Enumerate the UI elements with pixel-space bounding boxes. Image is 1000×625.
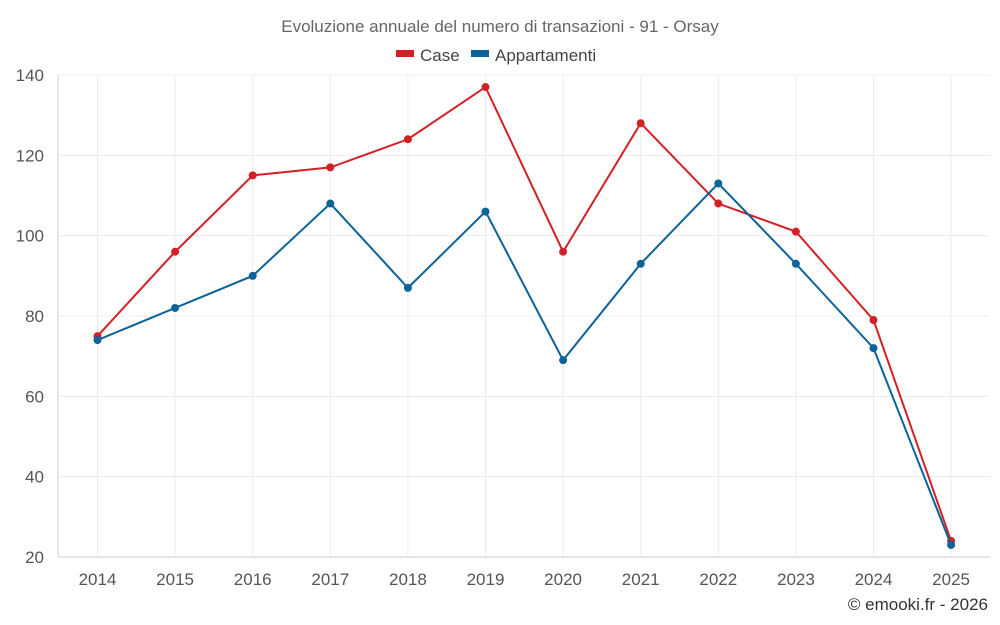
data-point-case[interactable] (714, 199, 723, 208)
data-point-appartamenti[interactable] (403, 283, 412, 292)
x-tick-label: 2019 (467, 570, 505, 589)
data-point-appartamenti[interactable] (248, 271, 257, 280)
x-tick-label: 2014 (79, 570, 117, 589)
x-tick-label: 2015 (156, 570, 194, 589)
y-tick-label: 40 (25, 468, 44, 487)
legend-label-appartamenti[interactable]: Appartamenti (495, 46, 596, 65)
x-tick-label: 2018 (389, 570, 427, 589)
x-axis: 2014 2015 2016 2017 2018 2019 2020 2021 2022 2023… (79, 570, 970, 589)
x-tick-label: 2022 (699, 570, 737, 589)
data-point-appartamenti[interactable] (171, 303, 180, 312)
data-point-appartamenti[interactable] (714, 179, 723, 188)
series-group (93, 83, 956, 549)
series-line-appartamenti (97, 182, 953, 546)
data-point-appartamenti[interactable] (947, 540, 956, 549)
x-tick-label: 2024 (855, 570, 893, 589)
legend-label-case[interactable]: Case (420, 46, 460, 65)
data-point-appartamenti[interactable] (93, 336, 102, 345)
x-tick-label: 2023 (777, 570, 815, 589)
data-point-case[interactable] (248, 171, 257, 180)
data-point-case[interactable] (636, 119, 645, 128)
y-tick-label: 60 (25, 387, 44, 406)
data-point-appartamenti[interactable] (559, 356, 568, 365)
data-point-appartamenti[interactable] (326, 199, 335, 208)
x-tick-label: 2017 (311, 570, 349, 589)
x-tick-label: 2021 (622, 570, 660, 589)
data-point-appartamenti[interactable] (869, 344, 878, 353)
data-point-case[interactable] (326, 163, 335, 172)
y-tick-label: 80 (25, 307, 44, 326)
y-axis: 20 40 60 80 100 120 140 (16, 66, 44, 567)
data-point-case[interactable] (791, 227, 800, 236)
chart-title: Evoluzione annuale del numero di transaz… (281, 17, 719, 36)
data-point-case[interactable] (403, 135, 412, 144)
y-tick-label: 100 (16, 227, 44, 246)
data-point-case[interactable] (481, 83, 490, 92)
data-point-case[interactable] (171, 247, 180, 256)
y-tick-label: 120 (16, 146, 44, 165)
legend: Case Appartamenti (396, 46, 596, 65)
credit-text: © emooki.fr - 2026 (848, 595, 988, 614)
y-tick-label: 20 (25, 548, 44, 567)
x-tick-label: 2025 (932, 570, 970, 589)
data-point-case[interactable] (559, 247, 568, 256)
legend-swatch-appartamenti (471, 50, 489, 57)
y-tick-label: 140 (16, 66, 44, 85)
data-point-appartamenti[interactable] (636, 259, 645, 268)
x-tick-label: 2016 (234, 570, 272, 589)
data-point-appartamenti[interactable] (791, 259, 800, 268)
data-point-appartamenti[interactable] (481, 207, 490, 216)
grid (57, 74, 990, 558)
series-line-case (96, 85, 953, 542)
x-tick-label: 2020 (544, 570, 582, 589)
data-point-case[interactable] (869, 316, 878, 325)
legend-swatch-case (396, 50, 414, 57)
